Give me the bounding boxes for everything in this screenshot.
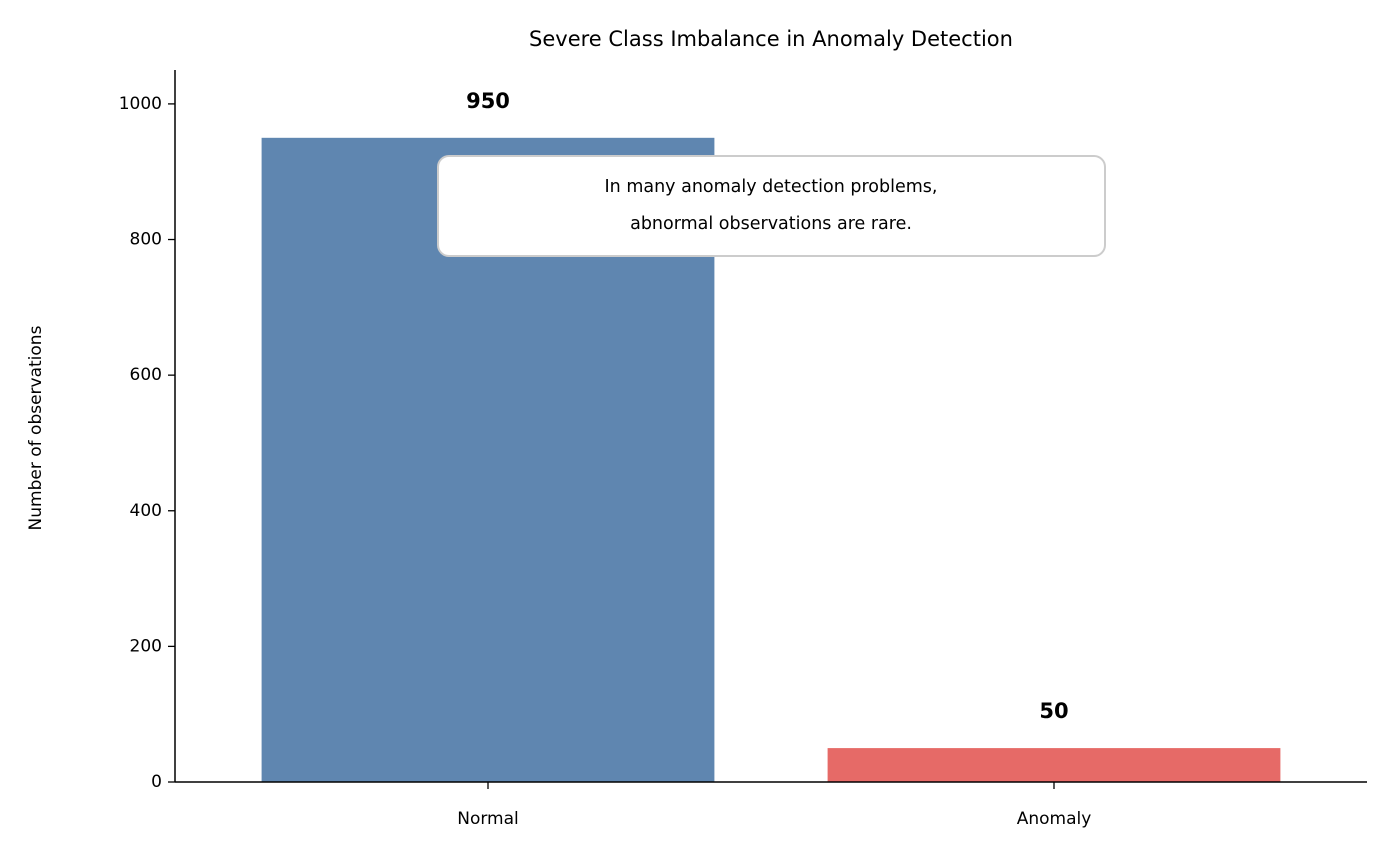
chart-title: Severe Class Imbalance in Anomaly Detect… [529, 27, 1013, 51]
y-tick-label: 1000 [119, 94, 162, 114]
y-tick-label: 400 [130, 501, 162, 521]
annotation: In many anomaly detection problems, [605, 177, 938, 197]
y-tick-label: 600 [130, 365, 162, 385]
bar [827, 748, 1281, 782]
y-tick-label: 800 [130, 230, 162, 250]
y-axis-label: Number of observations [26, 325, 46, 530]
x-tick-label: Anomaly [1017, 809, 1092, 829]
value-label: 950 [466, 89, 510, 113]
value-label: 50 [1039, 699, 1068, 723]
x-tick-label: Normal [457, 809, 519, 829]
y-tick-label: 0 [151, 772, 162, 792]
annotation: abnormal observations are rare. [630, 214, 912, 234]
y-tick-label: 200 [130, 636, 162, 656]
annotation-box [437, 155, 1106, 257]
